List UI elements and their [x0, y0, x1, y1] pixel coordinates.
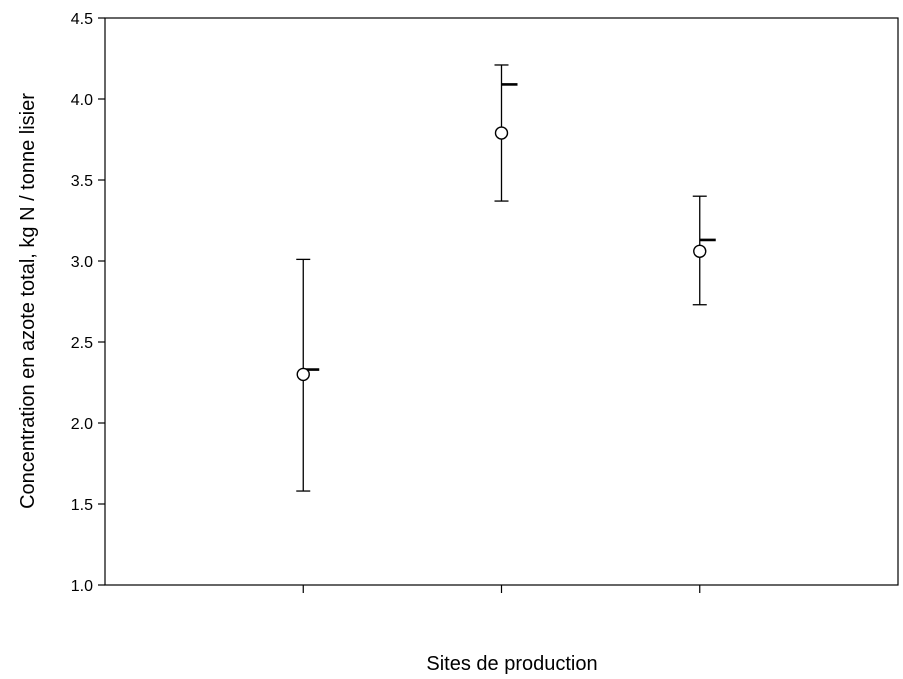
data-point [494, 126, 509, 140]
y-tick-label: 1.0 [71, 578, 93, 595]
data-point [693, 244, 707, 258]
y-tick-label: 3.5 [71, 173, 93, 190]
y-tick-label: 2.5 [71, 335, 93, 352]
x-axis-title: Sites de production [426, 653, 597, 675]
y-tick-label: 1.5 [71, 497, 93, 514]
x-axis [302, 585, 701, 593]
y-tick-label: 2.0 [71, 416, 93, 433]
data-marks [296, 64, 716, 492]
y-tick-label: 4.0 [71, 92, 93, 109]
y-tick-label: 4.5 [71, 11, 93, 28]
data-point [296, 367, 310, 382]
y-axis-title: Concentration en azote total, kg N / ton… [17, 93, 39, 509]
y-tick-label: 3.0 [71, 254, 93, 271]
y-axis: 1.0 1.5 2.0 2.5 3.0 3.5 4.0 4.5 [71, 11, 105, 595]
